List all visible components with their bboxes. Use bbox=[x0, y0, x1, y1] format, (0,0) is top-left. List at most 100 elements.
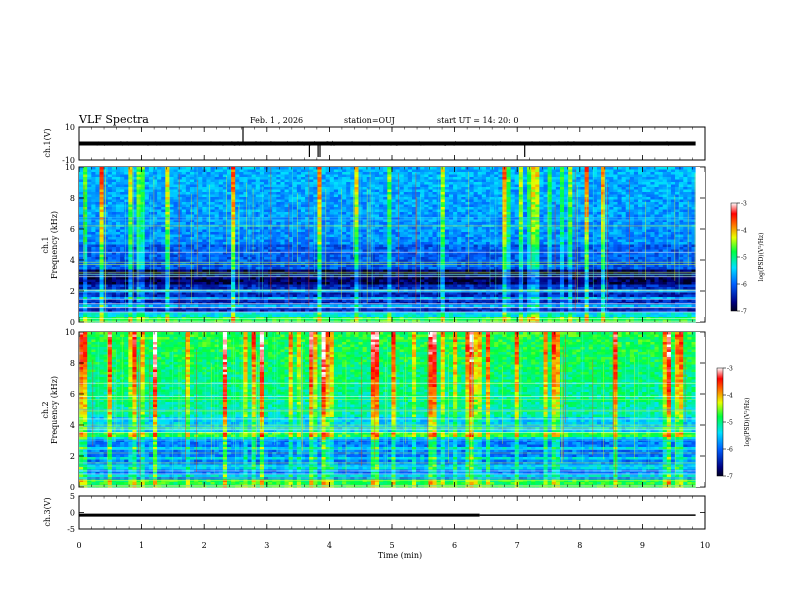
ch1-spec-cell bbox=[173, 172, 179, 175]
ch1-spec-cell bbox=[111, 169, 117, 173]
ch1-spec-cell bbox=[144, 282, 150, 285]
ch1-spec-cell bbox=[325, 269, 331, 273]
ch1-spec-cell bbox=[87, 267, 92, 270]
ch1-spec-cell bbox=[403, 242, 409, 245]
ch1-spec-cell bbox=[161, 192, 166, 195]
ch1-spec-cell bbox=[181, 172, 187, 175]
ch1-spec-cell bbox=[243, 187, 248, 190]
ch1-spec-cell bbox=[272, 262, 277, 265]
ch1-spec-cell bbox=[79, 217, 84, 220]
ch1-spec-cell bbox=[313, 292, 318, 295]
ch1-spec-cell bbox=[317, 214, 322, 218]
ch1-spec-cell bbox=[296, 297, 302, 300]
ch1-spec-cell bbox=[337, 189, 343, 193]
ch1-spec-cell bbox=[165, 179, 170, 183]
ch1-spec-cell bbox=[268, 269, 273, 273]
ch1-spec-cell bbox=[296, 172, 302, 175]
ch1-spec-cell bbox=[83, 244, 88, 248]
ch1-spec-cell bbox=[235, 177, 240, 180]
ch1-spec-cell bbox=[206, 247, 211, 250]
ch1-spec-cell bbox=[374, 229, 380, 233]
ch1-spec-cell bbox=[317, 264, 322, 268]
ch1-spec-cell bbox=[342, 247, 347, 250]
ch1-spec-cell bbox=[128, 264, 133, 268]
ch1-spec-cell bbox=[374, 279, 380, 283]
ch1-spec-cell bbox=[173, 252, 179, 255]
ch1-spec-cell bbox=[173, 237, 179, 240]
ch1-spec-cell bbox=[231, 272, 236, 275]
ch1-spec-cell bbox=[399, 184, 405, 188]
ch1-spec-cell bbox=[161, 199, 166, 203]
ch1-spec-cell bbox=[362, 299, 368, 303]
ch1-spec-cell bbox=[247, 179, 253, 183]
ch1-spec-cell bbox=[387, 309, 392, 313]
ch1-spec-cell bbox=[362, 192, 368, 195]
ch1-spec-cell bbox=[259, 172, 265, 175]
ch1-spec-cell bbox=[342, 222, 347, 225]
ch1-spec-cell bbox=[95, 284, 100, 288]
ch1-spec-cell bbox=[251, 312, 257, 315]
ch1-spec-cell bbox=[399, 287, 405, 290]
ch1-spec-cell bbox=[169, 307, 174, 310]
ch1-spec-cell bbox=[300, 259, 306, 263]
ch1-spec-cell bbox=[103, 227, 109, 230]
ch1-spec-cell bbox=[305, 239, 310, 243]
ch1-spec-cell bbox=[309, 254, 314, 258]
ch1-spec-cell bbox=[189, 239, 195, 243]
ch1-spec-cell bbox=[107, 207, 113, 210]
ch1-spec-cell bbox=[185, 244, 191, 248]
ch1-spec-cell bbox=[214, 272, 220, 275]
ch1-spec-cell bbox=[321, 282, 327, 285]
ch1-spec-cell bbox=[263, 254, 269, 258]
ch1-spec-cell bbox=[321, 207, 327, 210]
ch1-spec-cell bbox=[309, 284, 314, 288]
ch1-spec-cell bbox=[157, 192, 162, 195]
ch1-spec-cell bbox=[366, 167, 372, 170]
ch1-spec-cell bbox=[79, 184, 84, 188]
ch1-spec-cell bbox=[387, 182, 392, 185]
ch1-spec-cell bbox=[173, 309, 179, 313]
ch1-spec-cell bbox=[403, 202, 409, 205]
ch1-spec-cell bbox=[194, 204, 199, 208]
ch1-spec-cell bbox=[157, 294, 162, 298]
ch1-spec-cell bbox=[124, 284, 129, 288]
ch1-spec-cell bbox=[387, 167, 392, 170]
ch1-spec-cell bbox=[362, 262, 368, 265]
ch1-spec-cell bbox=[305, 214, 310, 218]
ch1-spec-cell bbox=[350, 219, 355, 223]
ch1-spec-cell bbox=[111, 234, 117, 238]
ch1-spec-cell bbox=[391, 272, 396, 275]
ch1-spec-cell bbox=[325, 214, 331, 218]
ch1-spec-cell bbox=[116, 202, 121, 205]
ch1-spec-cell bbox=[177, 192, 183, 195]
ch1-spec-cell bbox=[111, 232, 117, 235]
ch1-spec-cell bbox=[276, 299, 281, 303]
ch1-spec-cell bbox=[243, 277, 248, 280]
ch1-spec-cell bbox=[189, 199, 195, 203]
ch1-spec-cell bbox=[111, 297, 117, 300]
ch1-spec-cell bbox=[280, 277, 285, 280]
ch1-spec-cell bbox=[144, 247, 150, 250]
ch1-spec-cell bbox=[247, 214, 253, 218]
ch1-spec-cell bbox=[165, 214, 170, 218]
ch1-spec-cell bbox=[222, 214, 228, 218]
ch1-spec-cell bbox=[177, 297, 183, 300]
ch1-spec-cell bbox=[206, 289, 211, 293]
ch1-spec-cell bbox=[206, 267, 211, 270]
ch1-spec-cell bbox=[124, 257, 129, 260]
ch1-spec-cell bbox=[247, 307, 253, 310]
ch1-spec-cell bbox=[407, 194, 413, 198]
ch1-spec-cell bbox=[148, 192, 154, 195]
ch1-spec-cell bbox=[231, 279, 236, 283]
ch1-spec-cell bbox=[366, 257, 372, 260]
ch1-spec-cell bbox=[185, 197, 191, 200]
ch1-spec-cell bbox=[87, 187, 92, 190]
ch1-spec-cell bbox=[280, 307, 285, 310]
ch1-spec-cell bbox=[194, 234, 199, 238]
ch1-spec-cell bbox=[218, 292, 224, 295]
ch1-spec-cell bbox=[379, 284, 384, 288]
ch1-spec-cell bbox=[255, 247, 261, 250]
ch1-spec-cell bbox=[214, 177, 220, 180]
ch1-spec-cell bbox=[116, 189, 121, 193]
ch1-spec-cell bbox=[333, 204, 339, 208]
